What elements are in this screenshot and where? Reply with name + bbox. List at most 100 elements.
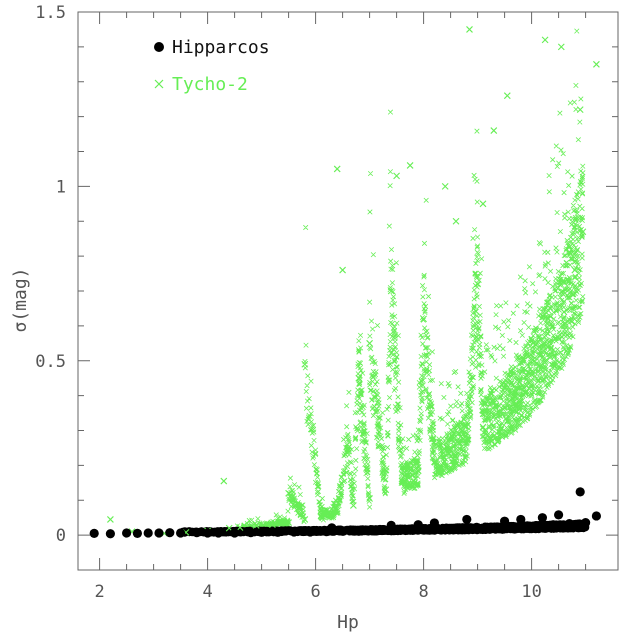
tycho-2-point (441, 182, 449, 190)
tycho-2-point (366, 495, 373, 502)
hipparcos-point (591, 511, 602, 521)
legend-tycho-2-label: Tycho-2 (172, 74, 248, 95)
hipparcos-point (413, 520, 423, 530)
hipparcos-point (548, 520, 558, 530)
hipparcos-point (246, 528, 256, 538)
hipparcos-point (89, 528, 99, 538)
hipparcos-point (564, 519, 575, 529)
tycho-2-point (571, 266, 579, 274)
hipparcos-point (213, 528, 223, 538)
x-tick-label: 4 (202, 582, 212, 602)
x-tick-label: 6 (310, 582, 320, 602)
hipparcos-point (429, 518, 439, 528)
y-tick-label: 0 (56, 526, 66, 546)
tycho-2-point (252, 521, 260, 529)
hipparcos-point (338, 526, 348, 536)
tycho-2-point (466, 26, 473, 33)
hipparcos-point (230, 528, 240, 538)
tycho-2-point (495, 407, 503, 415)
hipparcos-point (105, 529, 115, 539)
hipparcos-point (483, 523, 493, 533)
legend: Hipparcos Tycho-2 (154, 37, 270, 95)
hipparcos-point (532, 521, 542, 531)
tycho-2-point (317, 512, 325, 520)
tycho-2-point (490, 127, 498, 134)
hipparcos-point (370, 526, 380, 536)
hipparcos-point (462, 514, 472, 525)
tycho-2-point (560, 308, 568, 316)
tycho-2-point (344, 444, 352, 452)
hipparcos-point (467, 523, 477, 534)
tycho-2-point (576, 106, 584, 114)
tycho-2-point (544, 343, 552, 351)
x-tick-label: 2 (94, 582, 104, 602)
y-tick-label: 1 (56, 177, 66, 197)
tycho-2-point (269, 521, 276, 529)
hipparcos-point (354, 526, 364, 536)
hipparcos-point (305, 527, 315, 537)
plot-frame (77, 11, 619, 571)
hipparcos-point (537, 513, 548, 523)
hipparcos-point (289, 527, 299, 537)
tycho-2-point (393, 172, 400, 180)
tycho-2-dense-cloud (234, 28, 586, 531)
tycho-2-point (107, 516, 114, 523)
plot-axes (77, 11, 619, 571)
x-axis-label: Hp (337, 612, 359, 633)
tycho-2-point (447, 446, 454, 454)
x-tick-label: 10 (521, 582, 541, 602)
tycho-2-point (503, 92, 511, 100)
legend-hipparcos-label: Hipparcos (172, 37, 270, 58)
tycho-2-point (382, 486, 390, 494)
tycho-2-point (479, 200, 487, 208)
tycho-2-point (414, 467, 422, 474)
hipparcos-point (122, 528, 132, 538)
tycho-2-point (398, 477, 406, 485)
hipparcos-point (516, 521, 526, 532)
hipparcos-point (132, 528, 142, 538)
hipparcos-point (581, 517, 591, 528)
legend-tycho-2-marker (154, 79, 164, 89)
y-tick-label: 0.5 (35, 352, 66, 372)
tycho-2-point (285, 489, 292, 497)
hipparcos-point (386, 520, 396, 530)
tycho-2-point (333, 507, 341, 515)
hipparcos-point (257, 527, 267, 537)
tick-labels: 2 4 6 8 10 0 0.5 1 1.5 (35, 3, 542, 602)
tycho-2-point (528, 371, 535, 379)
hipparcos-point (575, 487, 585, 497)
legend-hipparcos-marker (154, 42, 164, 52)
tycho-2-point (301, 360, 309, 368)
hipparcos-point (451, 524, 461, 534)
tycho-2-point (557, 43, 565, 51)
tycho-2-point (463, 435, 471, 443)
tycho-2-point (452, 217, 460, 225)
tycho-2-point (406, 162, 414, 169)
hipparcos-point (154, 528, 164, 538)
tycho-2-point (479, 423, 487, 431)
hipparcos-point (435, 524, 445, 535)
tycho-2-point (333, 165, 341, 173)
tycho-2-point (366, 339, 373, 347)
tycho-2-point (387, 287, 395, 295)
tycho-2-point (420, 315, 427, 323)
tycho-2-point (579, 228, 587, 236)
data-points (89, 26, 602, 539)
hipparcos-point (203, 528, 213, 538)
tycho-2-point (350, 502, 357, 509)
tycho-2-point (355, 374, 363, 382)
tycho-2-point (285, 519, 292, 526)
tycho-2-point (541, 36, 549, 44)
hipparcos-point (165, 528, 175, 538)
x-tick-label: 8 (418, 582, 428, 602)
tycho-2-cloud-marks (234, 28, 586, 531)
hipparcos-point (402, 525, 412, 535)
hipparcos-point (176, 528, 186, 538)
tycho-2-point (431, 458, 438, 466)
tycho-2-point (220, 477, 228, 485)
hipparcos-point (554, 510, 564, 520)
y-tick-label: 1.5 (35, 3, 66, 23)
tycho-2-point (339, 266, 346, 274)
tycho-2-point (593, 60, 600, 68)
